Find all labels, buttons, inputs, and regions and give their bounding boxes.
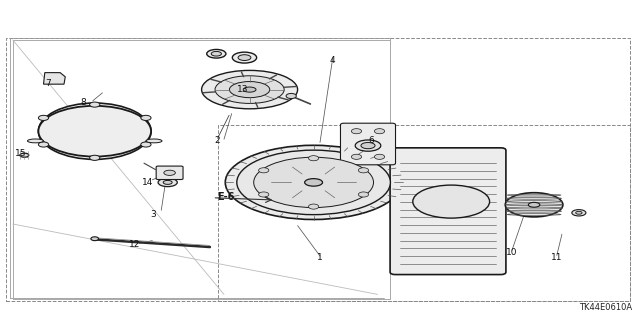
Ellipse shape bbox=[422, 189, 480, 214]
Ellipse shape bbox=[38, 106, 151, 156]
Ellipse shape bbox=[433, 194, 470, 210]
Ellipse shape bbox=[232, 52, 257, 63]
Ellipse shape bbox=[291, 173, 337, 192]
Circle shape bbox=[38, 142, 49, 147]
Ellipse shape bbox=[443, 198, 460, 205]
Text: 1: 1 bbox=[317, 253, 323, 262]
Ellipse shape bbox=[49, 110, 141, 152]
Ellipse shape bbox=[413, 185, 490, 218]
Ellipse shape bbox=[215, 76, 284, 103]
Circle shape bbox=[90, 102, 100, 107]
Circle shape bbox=[90, 155, 100, 160]
Ellipse shape bbox=[572, 210, 586, 216]
Ellipse shape bbox=[237, 150, 390, 215]
Text: 8: 8 bbox=[81, 98, 86, 107]
Circle shape bbox=[374, 154, 385, 159]
Circle shape bbox=[374, 129, 385, 134]
Ellipse shape bbox=[211, 52, 221, 56]
Text: 12: 12 bbox=[129, 240, 140, 249]
Text: 3: 3 bbox=[151, 210, 156, 219]
Text: 11: 11 bbox=[551, 253, 563, 262]
Text: 10: 10 bbox=[506, 248, 518, 257]
Circle shape bbox=[358, 192, 369, 197]
Ellipse shape bbox=[28, 139, 44, 143]
Ellipse shape bbox=[163, 180, 172, 184]
Circle shape bbox=[358, 168, 369, 173]
Circle shape bbox=[425, 209, 434, 213]
Text: 14: 14 bbox=[141, 178, 153, 187]
Circle shape bbox=[425, 190, 434, 195]
Text: 2: 2 bbox=[215, 136, 220, 145]
Text: 6: 6 bbox=[369, 136, 374, 145]
Text: TK44E0610A: TK44E0610A bbox=[579, 303, 632, 312]
Ellipse shape bbox=[38, 103, 151, 159]
Ellipse shape bbox=[20, 153, 29, 157]
Circle shape bbox=[259, 192, 269, 197]
Text: 7: 7 bbox=[45, 79, 51, 88]
Ellipse shape bbox=[243, 87, 256, 92]
Circle shape bbox=[259, 168, 269, 173]
Bar bbox=[6, 38, 630, 301]
Ellipse shape bbox=[576, 211, 582, 214]
Circle shape bbox=[38, 115, 49, 120]
Ellipse shape bbox=[238, 55, 251, 60]
Text: 4: 4 bbox=[330, 56, 335, 65]
Text: 13: 13 bbox=[237, 85, 249, 94]
Text: 15: 15 bbox=[15, 149, 27, 158]
FancyBboxPatch shape bbox=[156, 166, 183, 180]
Circle shape bbox=[468, 190, 477, 195]
Circle shape bbox=[308, 156, 319, 161]
Ellipse shape bbox=[207, 49, 226, 58]
Circle shape bbox=[351, 129, 362, 134]
Ellipse shape bbox=[361, 142, 375, 149]
Ellipse shape bbox=[355, 140, 381, 151]
FancyBboxPatch shape bbox=[390, 148, 506, 275]
Ellipse shape bbox=[253, 157, 374, 208]
Ellipse shape bbox=[146, 139, 162, 143]
Ellipse shape bbox=[79, 124, 111, 138]
Circle shape bbox=[286, 93, 296, 99]
Ellipse shape bbox=[158, 178, 177, 187]
Circle shape bbox=[141, 142, 151, 147]
Ellipse shape bbox=[225, 145, 402, 220]
FancyBboxPatch shape bbox=[340, 123, 396, 165]
Ellipse shape bbox=[271, 165, 356, 200]
Circle shape bbox=[308, 204, 319, 209]
Ellipse shape bbox=[305, 179, 323, 186]
Ellipse shape bbox=[202, 70, 298, 109]
Ellipse shape bbox=[91, 237, 99, 241]
Bar bbox=[218, 125, 630, 301]
Ellipse shape bbox=[164, 170, 175, 175]
Circle shape bbox=[351, 154, 362, 159]
Polygon shape bbox=[44, 73, 65, 84]
Ellipse shape bbox=[506, 193, 563, 217]
Ellipse shape bbox=[529, 202, 540, 207]
Ellipse shape bbox=[64, 117, 125, 145]
Circle shape bbox=[141, 115, 151, 120]
Text: E-6: E-6 bbox=[218, 192, 235, 202]
Ellipse shape bbox=[230, 82, 270, 98]
Circle shape bbox=[468, 209, 477, 213]
